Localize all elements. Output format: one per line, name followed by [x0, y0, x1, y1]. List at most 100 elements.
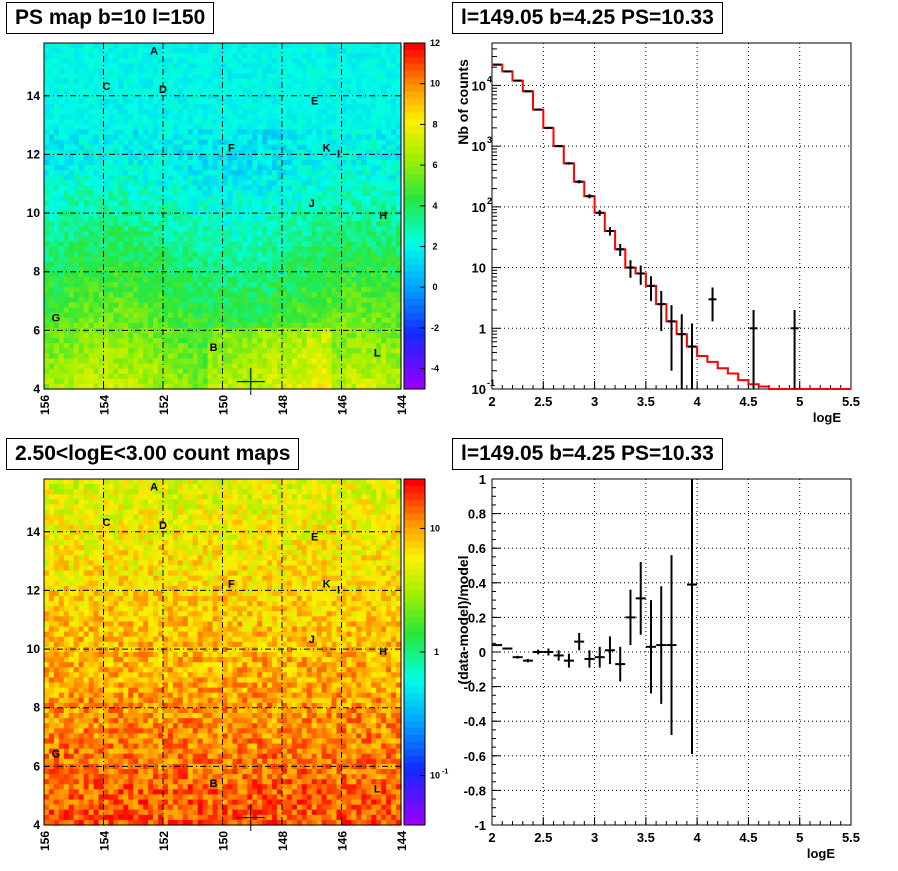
- ps-map-cell: [381, 149, 387, 156]
- ps-map-cell: [118, 282, 124, 288]
- ps-map-cell: [108, 226, 115, 232]
- ps-map-cell: [138, 98, 144, 105]
- ps-map-cell: [128, 322, 134, 329]
- ps-map-cell: [118, 338, 124, 344]
- ps-map-cell: [267, 104, 273, 110]
- ps-map-cell: [167, 98, 174, 105]
- ps-map-cell: [371, 210, 377, 217]
- ps-map-cell: [108, 307, 115, 314]
- ps-map-cell: [48, 68, 55, 75]
- ps-map-cell: [58, 200, 65, 207]
- ps-map-cell: [128, 149, 134, 156]
- ps-map-cell: [172, 358, 179, 365]
- ps-map-cell: [371, 88, 377, 95]
- ps-map-cell: [282, 231, 288, 237]
- ps-map-cell: [326, 348, 333, 354]
- ps-map-cell: [58, 149, 65, 156]
- ps-map-cell: [187, 343, 194, 349]
- ps-map-cell: [108, 68, 115, 75]
- ps-map-cell: [341, 231, 348, 237]
- ps-map-cell: [48, 287, 55, 293]
- ps-map-cell: [113, 348, 119, 354]
- ps-map-cell: [296, 190, 303, 197]
- ps-map-cell: [58, 73, 65, 80]
- ps-map-cell: [366, 43, 372, 49]
- ps-map-cell: [291, 93, 298, 100]
- ps-map-cell: [53, 226, 60, 232]
- ps-map-cell: [262, 378, 268, 385]
- ps-map-cell: [212, 216, 219, 222]
- ps-map-cell: [247, 129, 253, 136]
- ps-map-cell: [346, 358, 353, 365]
- ps-map-cell: [128, 58, 134, 64]
- ps-map-cell: [118, 221, 124, 227]
- ps-map-cell: [386, 246, 392, 253]
- ps-map-cell: [242, 343, 248, 349]
- ps-map-cell: [361, 307, 367, 314]
- ps-map-cell: [217, 383, 224, 390]
- ps-map-cell: [187, 266, 194, 273]
- ps-map-cell: [158, 139, 164, 146]
- ps-map-cell: [108, 190, 115, 197]
- ps-map-cell: [143, 58, 149, 64]
- ps-map-cell: [257, 266, 263, 273]
- ps-map-cell: [356, 277, 362, 283]
- ps-map-cell: [237, 190, 243, 197]
- ps-map-cell: [237, 302, 243, 309]
- ps-map-cell: [351, 378, 357, 385]
- ps-map-cell: [386, 322, 392, 329]
- ps-map-cell: [63, 43, 70, 49]
- ps-map-cell: [163, 226, 169, 232]
- ps-map-cell: [207, 226, 214, 232]
- ps-map-cell: [78, 363, 85, 370]
- ps-map-cell: [172, 383, 179, 390]
- ps-map-cell: [301, 205, 308, 212]
- ps-map-cell: [366, 297, 372, 304]
- ps-map-cell: [153, 383, 159, 390]
- ps-map-cell: [212, 114, 219, 120]
- ps-map-cell: [306, 129, 313, 136]
- ps-map-cell: [44, 83, 50, 90]
- ps-map-cell: [301, 353, 308, 360]
- ps-map-cell: [73, 98, 80, 105]
- ps-map-cell: [346, 180, 353, 187]
- ps-map-cell: [356, 343, 362, 349]
- ps-map-cell: [321, 338, 328, 344]
- ps-map-cell: [197, 149, 204, 156]
- ps-map-cell: [123, 124, 129, 131]
- ps-map-cell: [182, 175, 189, 181]
- ps-map-cell: [336, 287, 343, 293]
- ps-map-cell: [277, 322, 283, 329]
- ps-map-cell: [207, 282, 214, 288]
- ps-palette-swatch: [404, 216, 425, 224]
- ps-map-cell: [311, 327, 318, 334]
- ps-map-cell: [311, 302, 318, 309]
- ps-map-cell: [123, 287, 129, 293]
- ps-map-cell: [277, 378, 283, 385]
- ps-map-cell: [366, 271, 372, 278]
- ps-map-cell: [63, 266, 70, 273]
- ps-map-cell: [202, 78, 209, 85]
- ps-map-cell: [301, 124, 308, 131]
- ps-map-cell: [306, 200, 313, 207]
- ps-map-cell: [108, 221, 115, 227]
- ps-map-cell: [98, 251, 105, 258]
- ps-map-cell: [103, 104, 110, 110]
- ps-map-cell: [118, 160, 124, 166]
- ps-map-cell: [257, 226, 263, 232]
- ps-map-cell: [172, 266, 179, 273]
- ps-map-cell: [58, 195, 65, 202]
- ps-map-cell: [103, 170, 110, 176]
- ps-map-cell: [272, 190, 278, 197]
- ps-map-cell: [158, 246, 164, 253]
- ps-map-cell: [182, 307, 189, 314]
- ps-map-cell: [143, 343, 149, 349]
- ps-map-cell: [68, 322, 75, 329]
- ps-map-cell: [108, 216, 115, 222]
- ps-map-xtick-label: 146: [336, 395, 350, 415]
- ps-map-cell: [123, 383, 129, 390]
- ps-map-cell: [356, 348, 362, 354]
- ps-map-cell: [113, 368, 119, 375]
- ps-map-cell: [187, 78, 194, 85]
- ps-map-cell: [163, 363, 169, 370]
